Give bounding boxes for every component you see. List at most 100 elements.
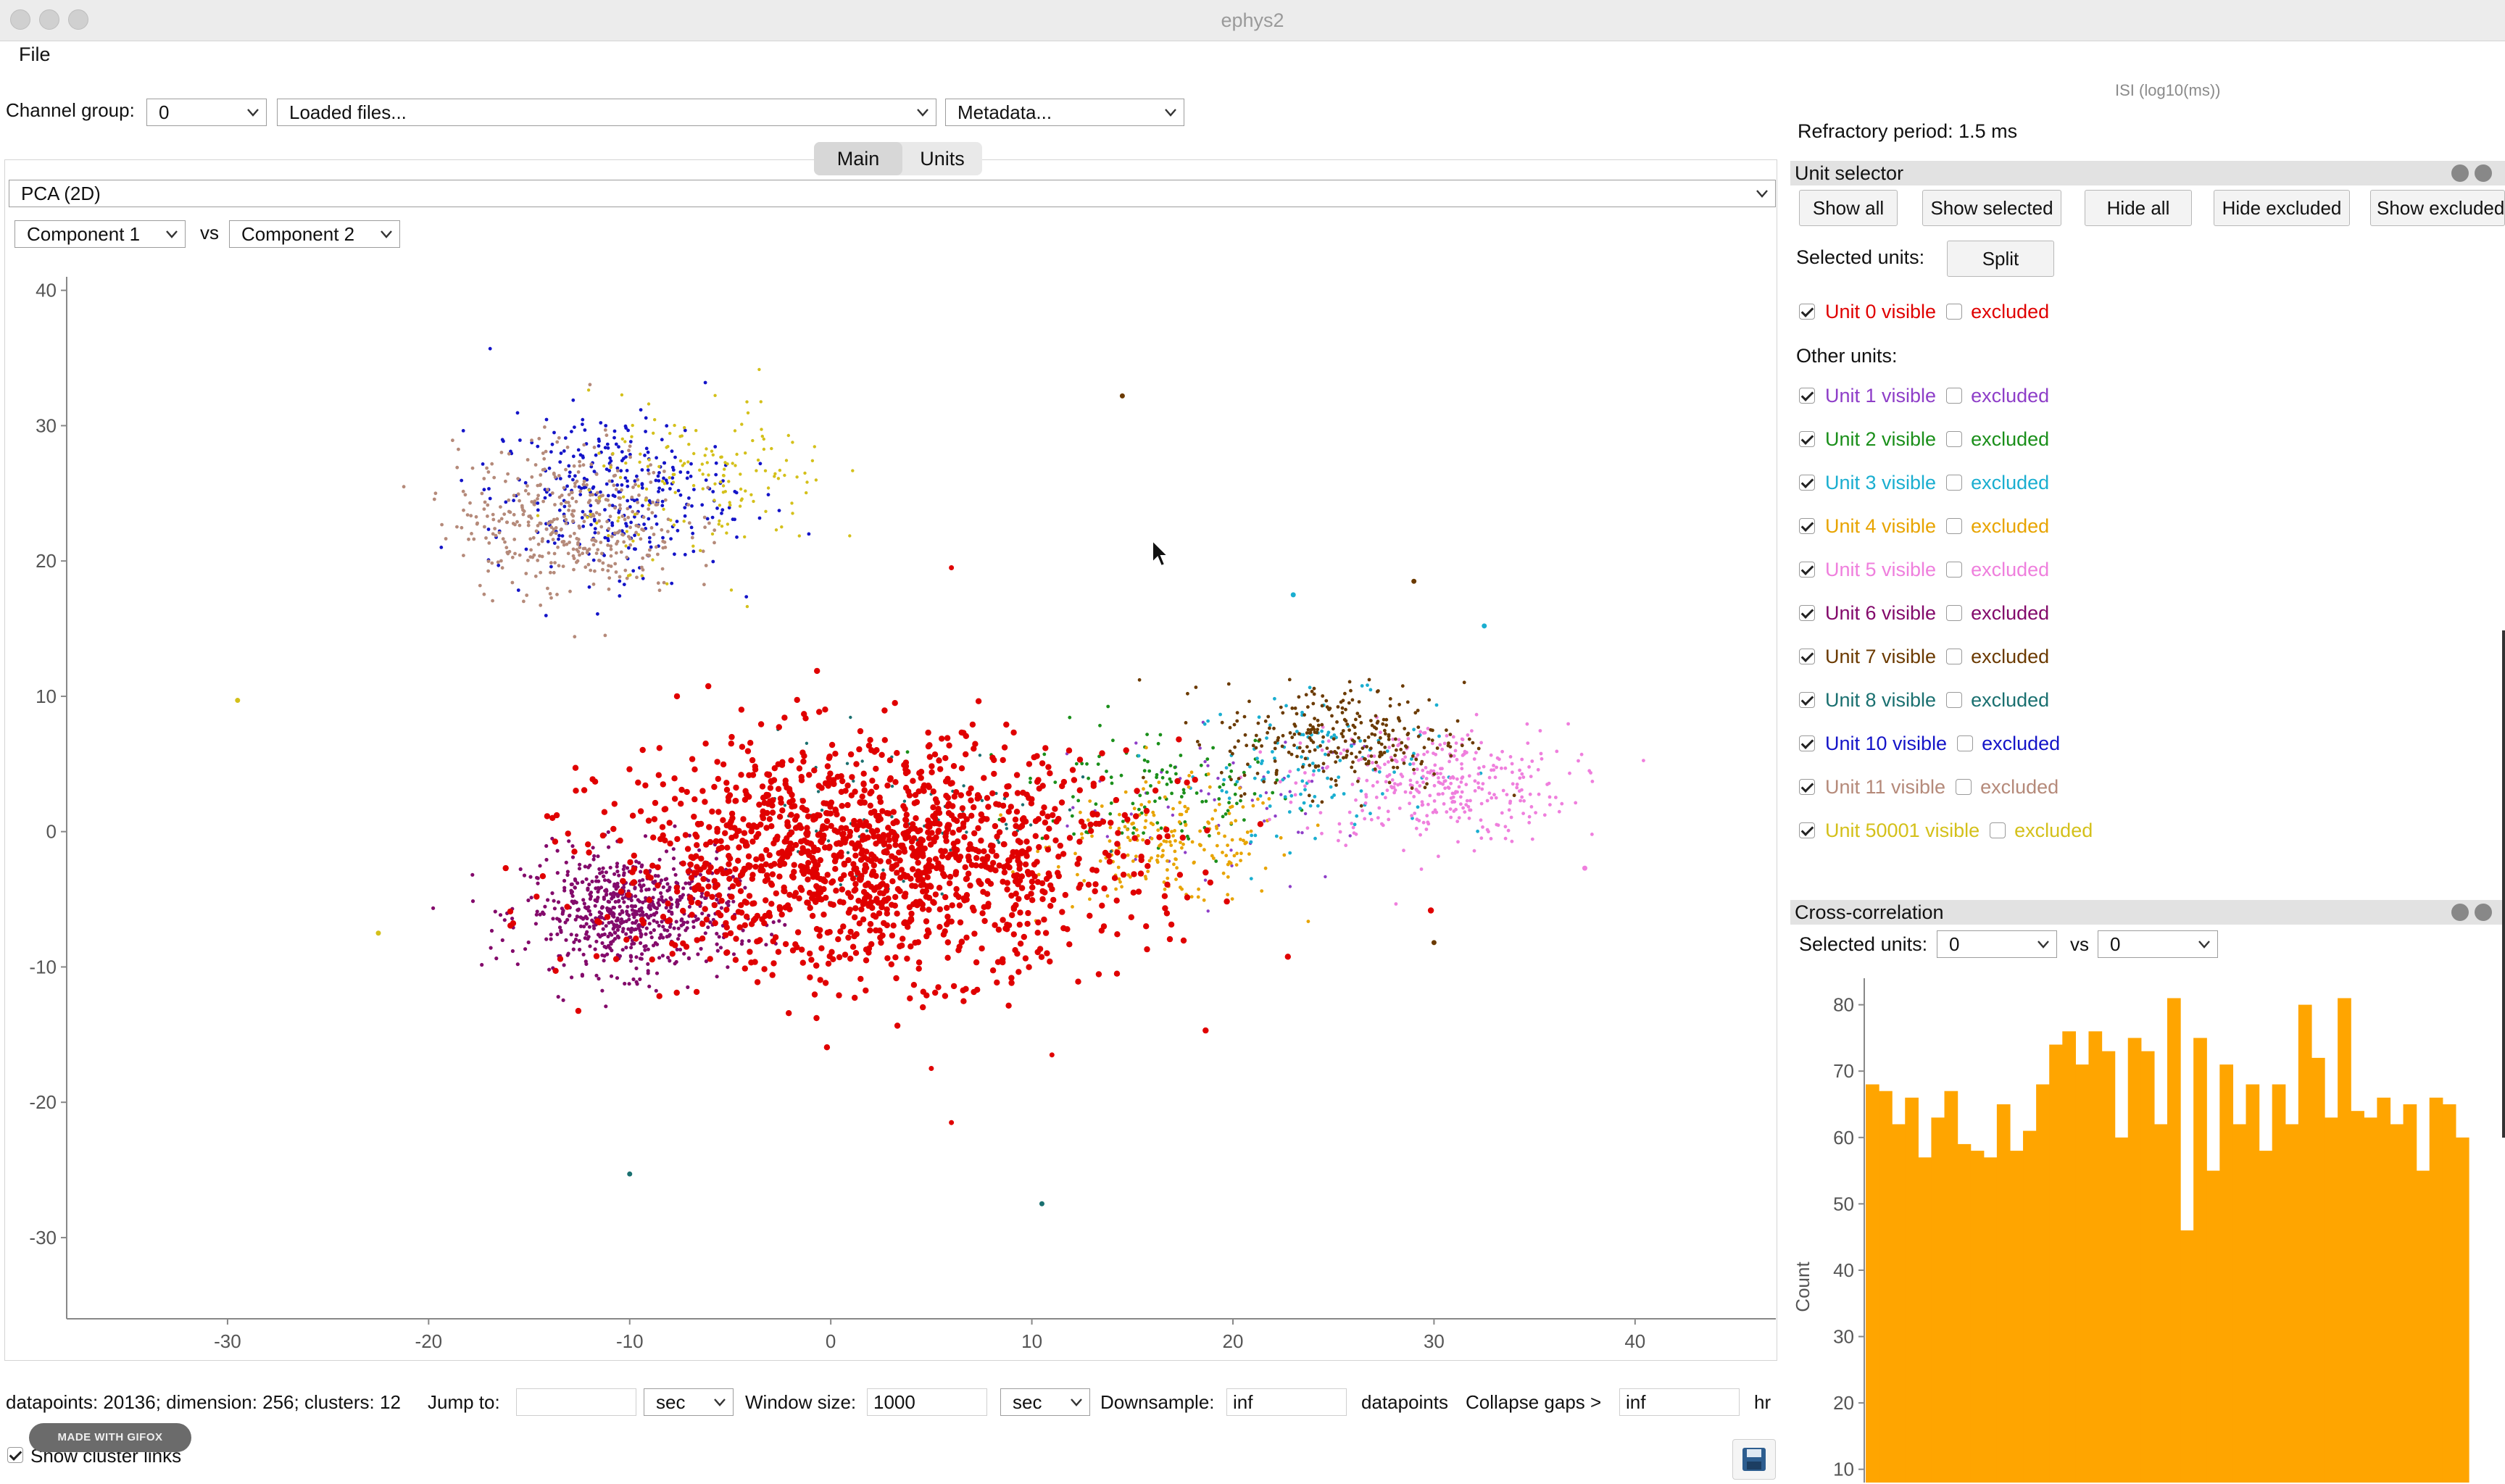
data-point [683,553,687,556]
unit-excluded-checkbox[interactable] [1946,649,1963,664]
data-point [1198,746,1202,750]
jump-to-input[interactable] [516,1388,636,1416]
minimize-window-button[interactable] [39,9,59,30]
data-point [1357,735,1360,740]
data-point [1199,763,1203,767]
unit-visible-checkbox[interactable] [1799,388,1815,404]
unit-visible-checkbox[interactable] [1799,779,1815,795]
data-point [1160,768,1164,772]
zoom-window-button[interactable] [68,9,88,30]
hide-excluded-button[interactable]: Hide excluded [2214,190,2350,226]
data-point [1397,806,1402,810]
data-point [1402,849,1405,853]
show-cluster-links-checkbox[interactable] [7,1447,23,1463]
tab-units[interactable]: Units [920,148,965,170]
data-point [631,852,637,859]
unit-visible-checkbox[interactable] [1799,562,1815,578]
xcorr-unit-b-select[interactable]: 0 [2098,930,2218,958]
unit-excluded-checkbox[interactable] [1990,822,2006,838]
panel-float-icon[interactable] [2451,904,2469,921]
data-point [648,548,652,552]
data-point [1384,717,1389,722]
unit-visible-checkbox[interactable] [1799,304,1815,320]
data-point [703,380,707,385]
data-point [622,583,626,586]
unit-visible-checkbox[interactable] [1799,649,1815,664]
data-point [548,520,552,525]
show-selected-button[interactable]: Show selected [1922,190,2061,226]
data-point [784,835,790,841]
data-point [1158,733,1163,737]
data-point [932,891,939,898]
xcorr-bar [2416,1170,2430,1483]
data-point [1016,862,1023,868]
data-point [1432,772,1436,776]
unit-excluded-checkbox[interactable] [1946,304,1963,320]
data-point [613,562,618,566]
data-point [1014,790,1021,796]
window-size-input[interactable]: 1000 [867,1388,987,1416]
hide-all-button[interactable]: Hide all [2085,190,2192,226]
panel-close-icon[interactable] [2475,904,2492,921]
data-point [792,841,799,849]
unit-visible-checkbox[interactable] [1799,735,1815,751]
unit-visible-checkbox[interactable] [1799,518,1815,534]
downsample-input[interactable]: inf [1226,1388,1347,1416]
unit-excluded-checkbox[interactable] [1946,431,1963,447]
data-point [1078,818,1085,825]
unit-excluded-checkbox[interactable] [1946,605,1963,621]
show-all-button[interactable]: Show all [1799,190,1898,226]
show-excluded-button[interactable]: Show excluded [2370,190,2505,226]
metadata-select[interactable]: Metadata... [945,99,1184,126]
unit-excluded-checkbox[interactable] [1956,779,1972,795]
panel-scrollbar[interactable] [2502,630,2505,1138]
data-point [1397,702,1401,706]
unit-excluded-checkbox[interactable] [1946,388,1963,404]
unit-visible-checkbox[interactable] [1799,692,1815,708]
data-point [615,881,620,885]
data-point [727,480,731,483]
panel-float-icon[interactable] [2451,164,2469,182]
close-window-button[interactable] [10,9,30,30]
data-point [1313,765,1318,769]
data-point [747,740,754,746]
data-point [671,867,676,871]
data-point [675,947,679,951]
tab-main[interactable]: Main [814,142,902,175]
unit-visible-checkbox[interactable] [1799,475,1815,491]
loaded-files-select[interactable]: Loaded files... [277,99,936,126]
save-button[interactable] [1732,1439,1776,1480]
jump-unit-select[interactable]: sec [644,1388,734,1416]
unit-visible-checkbox[interactable] [1799,605,1815,621]
split-button[interactable]: Split [1947,241,2054,277]
data-point [936,885,943,891]
data-point [973,959,980,966]
data-point [817,856,824,864]
data-point [845,762,849,765]
unit-excluded-checkbox[interactable] [1946,518,1963,534]
window-unit-select[interactable]: sec [1000,1388,1090,1416]
xcorr-unit-a-select[interactable]: 0 [1937,930,2057,958]
unit-excluded-checkbox[interactable] [1946,692,1963,708]
data-point [512,512,516,517]
unit-excluded-checkbox[interactable] [1957,735,1974,751]
data-point [597,451,601,455]
unit-excluded-checkbox[interactable] [1946,475,1963,491]
view-mode-select[interactable]: PCA (2D) [9,180,1776,207]
x-component-select[interactable]: Component 1 [14,220,186,248]
y-component-select[interactable]: Component 2 [229,220,400,248]
data-point [1029,796,1035,803]
unit-visible-checkbox[interactable] [1799,822,1815,838]
channel-group-select[interactable]: 0 [146,99,267,126]
unit-excluded-checkbox[interactable] [1946,562,1963,578]
data-point [567,914,572,918]
panel-close-icon[interactable] [2475,164,2492,182]
unit-visible-checkbox[interactable] [1799,431,1815,447]
collapse-gaps-input[interactable]: inf [1619,1388,1740,1416]
data-point [989,754,996,761]
data-point [919,906,926,912]
data-point [581,422,584,426]
menu-file[interactable]: File [19,43,51,65]
